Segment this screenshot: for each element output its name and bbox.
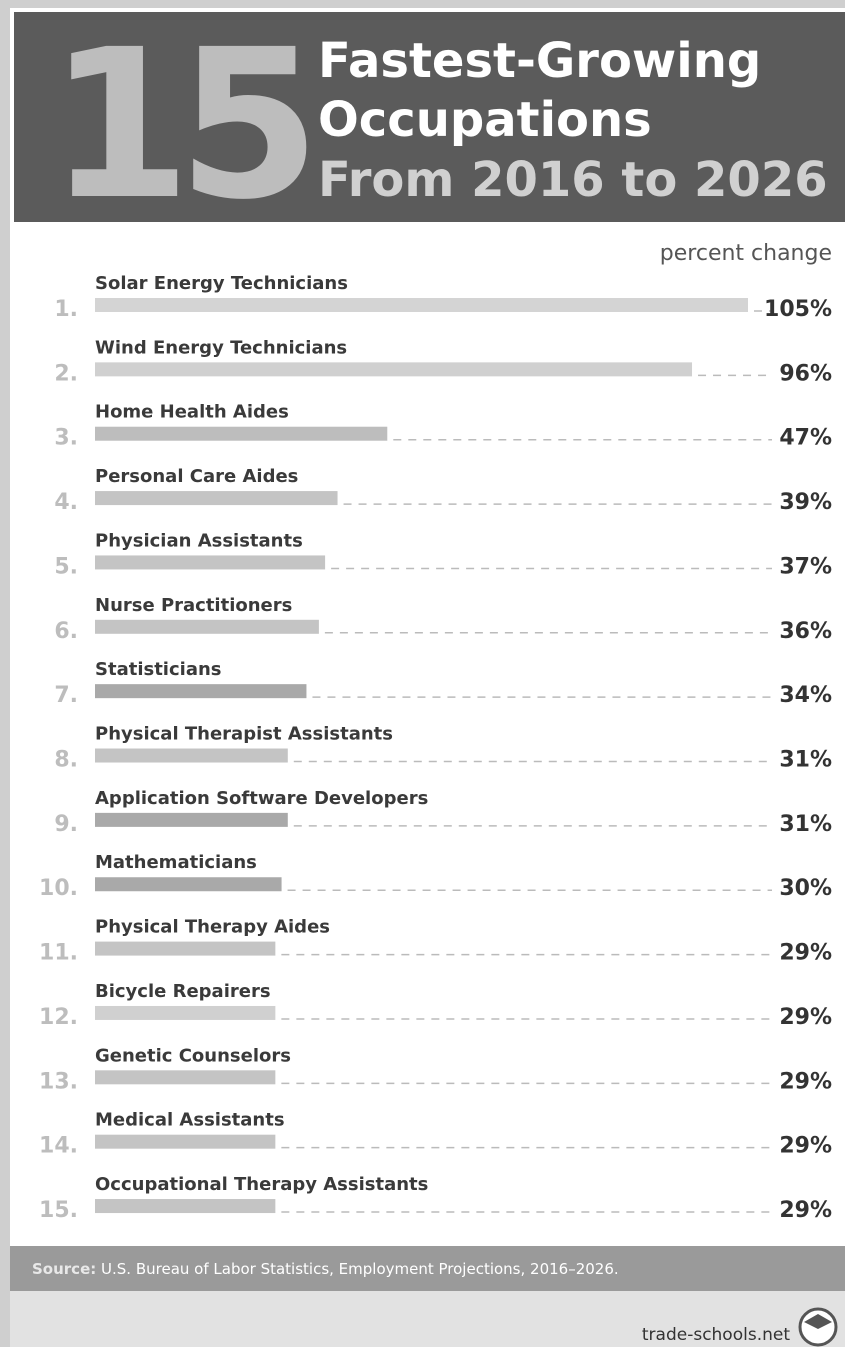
rank-label: 8. bbox=[54, 748, 78, 773]
value-label: 34% bbox=[779, 683, 832, 708]
category-label: Physical Therapist Assistants bbox=[95, 724, 393, 745]
bar bbox=[95, 298, 748, 312]
subtitle: From 2016 to 2026 bbox=[318, 152, 828, 208]
source: Source: U.S. Bureau of Labor Statistics,… bbox=[32, 1260, 619, 1278]
rank-label: 2. bbox=[54, 361, 78, 386]
brand: trade-schools.net bbox=[642, 1325, 790, 1345]
bar bbox=[95, 684, 307, 699]
value-label: 105% bbox=[764, 297, 832, 322]
category-label: Physical Therapy Aides bbox=[95, 917, 330, 938]
value-label: 36% bbox=[779, 619, 832, 644]
source-band bbox=[10, 1246, 845, 1291]
category-label: Physician Assistants bbox=[95, 530, 303, 551]
rank-label: 14. bbox=[39, 1134, 78, 1159]
category-label: Medical Assistants bbox=[95, 1110, 285, 1131]
rank-label: 9. bbox=[54, 812, 78, 837]
category-label: Statisticians bbox=[95, 659, 222, 680]
value-label: 29% bbox=[779, 1198, 832, 1223]
header bbox=[14, 12, 845, 222]
brand-band bbox=[10, 1291, 845, 1347]
value-axis-label: percent change bbox=[660, 241, 832, 266]
bar bbox=[95, 1070, 276, 1085]
bar bbox=[95, 555, 326, 570]
rank-label: 10. bbox=[39, 876, 78, 901]
category-label: Home Health Aides bbox=[95, 402, 289, 423]
value-label: 31% bbox=[779, 812, 832, 837]
bar bbox=[95, 748, 288, 763]
bar bbox=[95, 877, 282, 892]
category-label: Personal Care Aides bbox=[95, 466, 298, 487]
value-label: 29% bbox=[779, 1005, 832, 1030]
value-label: 29% bbox=[779, 1134, 832, 1159]
rank-label: 4. bbox=[54, 490, 78, 515]
rank-label: 3. bbox=[54, 426, 78, 451]
rank-label: 1. bbox=[54, 297, 78, 322]
header-number: 15 bbox=[48, 5, 307, 245]
value-label: 47% bbox=[779, 426, 832, 451]
value-label: 31% bbox=[779, 748, 832, 773]
title-line: Occupations bbox=[318, 92, 652, 148]
bar bbox=[95, 1005, 276, 1020]
category-label: Solar Energy Technicians bbox=[95, 273, 348, 294]
category-label: Genetic Counselors bbox=[95, 1045, 291, 1066]
rank-label: 5. bbox=[54, 554, 78, 579]
bar bbox=[95, 812, 288, 827]
rank-label: 6. bbox=[54, 619, 78, 644]
bar bbox=[95, 1134, 276, 1149]
bar bbox=[95, 426, 388, 441]
category-label: Bicycle Repairers bbox=[95, 981, 271, 1002]
value-label: 29% bbox=[779, 1069, 832, 1094]
rank-label: 13. bbox=[39, 1069, 78, 1094]
title-line: Fastest-Growing bbox=[318, 33, 761, 89]
brand-logo-cap bbox=[804, 1314, 832, 1329]
source-label: Source: bbox=[32, 1260, 96, 1278]
value-label: 29% bbox=[779, 941, 832, 966]
value-label: 37% bbox=[779, 554, 832, 579]
value-label: 30% bbox=[779, 876, 832, 901]
value-label: 39% bbox=[779, 490, 832, 515]
rank-label: 11. bbox=[39, 941, 78, 966]
category-label: Occupational Therapy Assistants bbox=[95, 1174, 428, 1195]
value-label: 96% bbox=[779, 361, 832, 386]
category-label: Nurse Practitioners bbox=[95, 595, 292, 616]
rank-label: 15. bbox=[39, 1198, 78, 1223]
bar bbox=[95, 619, 319, 634]
category-label: Application Software Developers bbox=[95, 788, 428, 809]
rank-label: 7. bbox=[54, 683, 78, 708]
category-label: Wind Energy Technicians bbox=[95, 337, 347, 358]
source-text: U.S. Bureau of Labor Statistics, Employm… bbox=[101, 1260, 619, 1278]
rank-label: 12. bbox=[39, 1005, 78, 1030]
bar bbox=[95, 941, 276, 956]
bar bbox=[95, 362, 693, 377]
category-label: Mathematicians bbox=[95, 852, 257, 873]
bar bbox=[95, 491, 338, 506]
body bbox=[10, 8, 845, 1347]
bar bbox=[95, 1199, 276, 1214]
